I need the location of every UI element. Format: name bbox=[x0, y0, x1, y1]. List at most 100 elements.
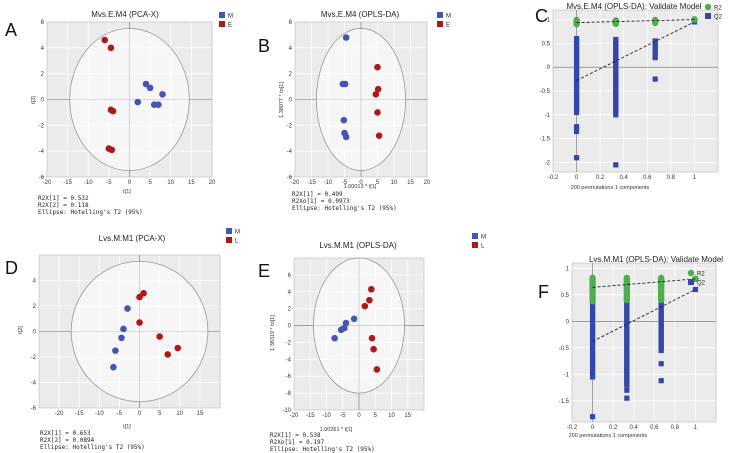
panel-B-point-E-4 bbox=[375, 132, 383, 139]
panel-B-ytick-2: -2 bbox=[287, 123, 293, 129]
panel-D-ytick-3: 0 bbox=[33, 330, 37, 336]
panel-C-r2-perm-2-3 bbox=[651, 19, 659, 27]
panel-E-point-L-4 bbox=[370, 345, 377, 353]
panel-A-xtick-5: 5 bbox=[148, 180, 152, 186]
panel-A-point-M-3 bbox=[155, 101, 162, 108]
panel-A-legend-marker-1 bbox=[219, 21, 225, 27]
panel-B-xtick-5: 5 bbox=[376, 180, 380, 186]
panel-E-ytick-7: 4 bbox=[288, 290, 292, 296]
panel-B-point-M-0 bbox=[342, 34, 350, 41]
panel-F-xtick-4: 0.6 bbox=[650, 425, 659, 431]
panel-F-q2-outlier-0 bbox=[589, 414, 596, 420]
panel-F-legend-label-1: Q2 bbox=[697, 281, 706, 287]
panel-E-xtick-6: 10 bbox=[388, 413, 395, 419]
panel-E-xtick-7: 15 bbox=[404, 413, 411, 419]
panel-F-q2-outlier-3 bbox=[658, 378, 664, 384]
panel-A-point-M-4 bbox=[159, 91, 166, 98]
panel-D-ytick-2: -2 bbox=[31, 355, 37, 361]
panel-E-point-M-0 bbox=[331, 334, 338, 342]
panel-D-xtick-2: -10 bbox=[95, 411, 104, 417]
panel-A-xtick-4: 0 bbox=[128, 180, 132, 186]
panel-D-xtick-7: 15 bbox=[197, 411, 204, 417]
panel-B-ytick-1: -4 bbox=[287, 149, 293, 155]
panel-D-ytick-5: 4 bbox=[33, 279, 37, 285]
panel-A-title: Mvs.E.M4 (PCA-X) bbox=[91, 10, 159, 19]
panel-C-q2-outlier-0 bbox=[573, 124, 580, 130]
panel-E-legend-marker-1 bbox=[472, 242, 478, 248]
panel-C-r2-perm-0-3 bbox=[573, 21, 580, 28]
panel-B-point-E-2 bbox=[374, 85, 382, 93]
panel-C-letter: C bbox=[535, 6, 548, 26]
panel-E-title: Lvs.M.M1 (OPLS-DA) bbox=[319, 241, 397, 250]
panel-E-xtick-0: -20 bbox=[290, 413, 299, 419]
panel-B-xtick-1: -15 bbox=[307, 180, 316, 186]
panel-F-q2-outlier-1 bbox=[624, 395, 630, 401]
panel-C-xtick-0: -0.2 bbox=[548, 175, 559, 181]
panel-E-footer-2: Ellipse: Hotelling's T2 (95%) bbox=[270, 446, 375, 453]
panel-E-legend-marker-0 bbox=[472, 233, 478, 239]
panel-C-q2-regression bbox=[576, 21, 695, 81]
panel-C-legend-marker-1 bbox=[705, 13, 711, 19]
panel-D-ytick-4: 2 bbox=[33, 304, 37, 310]
panel-D-point-L-2 bbox=[136, 319, 143, 326]
panel-D-legend-marker-1 bbox=[226, 237, 232, 243]
panel-E-ytick-3: -4 bbox=[286, 357, 292, 363]
panel-C-ytick-5: 0.5 bbox=[542, 41, 551, 47]
panel-B-ytick-4: 2 bbox=[289, 72, 293, 78]
panel-E-ytick-2: -6 bbox=[286, 374, 292, 380]
panel-A-ytick-6: 6 bbox=[41, 20, 45, 26]
panel-C-title: Mvs.E.M4 (OPLS-DA): Validate Model bbox=[566, 2, 701, 11]
panel-A-xtick-8: 20 bbox=[209, 180, 216, 186]
panel-E-ylabel: 1.38319 * to[1] bbox=[270, 315, 276, 351]
panel-B-ytick-0: -6 bbox=[287, 175, 293, 181]
panel-F-ytick-3: 0 bbox=[566, 319, 570, 325]
panel-E-xtick-5: 5 bbox=[374, 413, 378, 419]
panel-B-ytick-3: 0 bbox=[289, 98, 293, 104]
panel-D-point-L-5 bbox=[174, 344, 182, 352]
panel-E-xtick-4: 0 bbox=[357, 413, 361, 419]
panel-A-hotelling-ellipse bbox=[69, 28, 190, 171]
panel-C-q2-outlier-4 bbox=[652, 76, 658, 82]
panel-C-ytick-1: -1.5 bbox=[540, 137, 551, 143]
panel-F-xtick-5: 0.8 bbox=[671, 425, 680, 431]
panel-E-hotelling-ellipse bbox=[313, 257, 405, 394]
panel-D-point-M-1 bbox=[120, 325, 127, 333]
panel-B-point-E-1 bbox=[372, 91, 380, 98]
panel-D-xlabel: t[1] bbox=[123, 424, 131, 430]
panel-E-legend-label-0: M bbox=[481, 235, 486, 241]
panel-A-footer-1: R2X[2] = 0.118 bbox=[38, 202, 89, 209]
panel-C-ytick-4: 0 bbox=[547, 65, 551, 71]
panel-C-q2-outlier-3 bbox=[613, 162, 619, 168]
panel-A-ytick-2: -2 bbox=[39, 123, 45, 129]
panel-B-ytick-6: 6 bbox=[289, 20, 293, 26]
panel-A-point-E-3 bbox=[109, 107, 117, 115]
panel-E-point-L-5 bbox=[373, 366, 381, 373]
panel-A-ytick-5: 4 bbox=[41, 46, 45, 52]
panel-B-xtick-7: 15 bbox=[407, 180, 414, 186]
panel-C-q2-outlier-2 bbox=[573, 155, 580, 161]
panel-D-point-L-3 bbox=[156, 333, 163, 340]
panel-E-point-L-2 bbox=[361, 302, 369, 310]
panel-A-legend-label-0: M bbox=[228, 14, 233, 20]
panel-B-xtick-0: -20 bbox=[291, 180, 300, 186]
panel-E-ytick-5: 0 bbox=[288, 324, 292, 330]
panel-D-point-L-4 bbox=[164, 351, 172, 358]
panel-F-ytick-1: -1 bbox=[564, 372, 570, 378]
panel-A-legend-label-1: E bbox=[228, 23, 232, 29]
panel-D-legend-label-0: M bbox=[235, 230, 240, 236]
panel-A-footer-0: R2X[1] = 0.532 bbox=[38, 195, 89, 202]
panel-F-q2-regression bbox=[592, 289, 696, 342]
panel-D-ytick-0: -6 bbox=[31, 406, 37, 412]
panel-B-xtick-3: -5 bbox=[342, 180, 348, 186]
panel-B-legend-label-0: M bbox=[446, 14, 451, 20]
panel-D-legend-label-1: L bbox=[235, 239, 239, 245]
panel-F-xtick-0: -0.2 bbox=[567, 425, 578, 431]
panel-A-xtick-1: -15 bbox=[63, 180, 72, 186]
panel-B-letter: B bbox=[258, 36, 270, 56]
panel-F-legend-marker-0 bbox=[687, 269, 695, 277]
panel-E-xtick-3: -5 bbox=[340, 413, 346, 419]
panel-D-point-M-0 bbox=[124, 305, 131, 312]
panel-E-point-M-2 bbox=[341, 324, 348, 332]
